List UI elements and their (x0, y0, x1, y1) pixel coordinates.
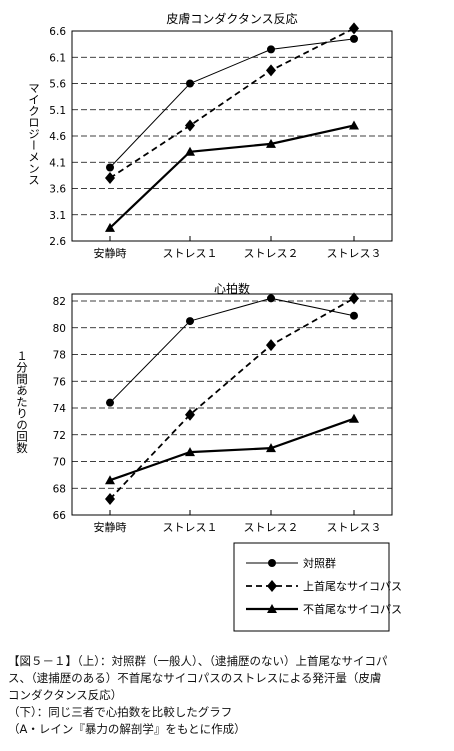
series-line-2 (109, 27, 355, 179)
y-tick-label: 6.1 (49, 52, 66, 64)
x-tick-label: ストレス２ (244, 521, 299, 534)
y-tick-label: 82 (53, 296, 66, 308)
y-tick-label: 68 (53, 483, 66, 495)
data-point-triangle (349, 120, 359, 130)
y-tick-label: 70 (53, 457, 66, 469)
x-tick-label: 安静時 (94, 520, 127, 534)
x-tick-label: ストレス３ (327, 521, 382, 534)
data-point-triangle (105, 222, 115, 232)
y-tick-label: 3.1 (49, 210, 66, 222)
series-line-3 (109, 124, 355, 229)
y-tick-label: 66 (53, 510, 67, 522)
y-tick-label: 76 (53, 376, 67, 388)
data-point-diamond (349, 22, 359, 35)
data-point-diamond (185, 408, 195, 421)
data-point-circle (186, 317, 194, 326)
data-point-diamond (105, 492, 115, 505)
y-tick-label: 5.6 (49, 79, 66, 91)
skin-conductance-chart: 皮膚コンダクタンス反応 マイクロジーメンス 6.6 6.1 5.6 5.1 4.6 4.1… (27, 11, 393, 260)
x-tick-label: ストレス２ (244, 247, 299, 260)
data-point-diamond (185, 119, 195, 132)
y-tick-label: 6.6 (49, 26, 66, 38)
legend-label-3: 不首尾なサイコパス (303, 602, 402, 616)
data-point-circle (267, 45, 275, 54)
y-tick-label: 80 (53, 323, 66, 335)
caption-line-1: 【図５－１】（上）：対照群（一般人）、（逮捕歴のない）上首尾なサイコパ (8, 654, 388, 668)
plot-frame (71, 293, 393, 516)
data-point-triangle (349, 413, 359, 423)
data-point-diamond (105, 172, 115, 184)
data-point-diamond (266, 339, 276, 352)
caption-line-3: コンダクタンス反応） (8, 688, 123, 702)
y-tick-label: 3.6 (49, 184, 66, 196)
data-point-circle (186, 79, 194, 88)
legend-marker-diamond (267, 580, 277, 592)
series-line-3 (109, 417, 355, 482)
data-point-circle (350, 34, 358, 43)
data-point-diamond (349, 292, 359, 305)
caption-line-4: （下）：同じ三者で心拍数を比較したグラフ (8, 705, 233, 719)
y-axis-label: マイクロジーメンス (27, 82, 41, 186)
data-point-triangle (266, 443, 276, 453)
y-tick-label: 2.6 (49, 236, 66, 248)
chart-title: 心拍数 (214, 281, 250, 296)
y-tick-label: 72 (53, 430, 66, 442)
y-tick-label: 5.1 (49, 105, 66, 117)
figure-caption: 【図５－１】（上）：対照群（一般人）、（逮捕歴のない）上首尾なサイコパ ス、（逮… (8, 653, 448, 738)
y-tick-label: 4.6 (49, 131, 66, 143)
x-tick-label: ストレス１ (163, 521, 218, 534)
x-tick-label: 安静時 (94, 246, 127, 260)
data-point-triangle (185, 146, 195, 156)
data-point-circle (106, 398, 114, 407)
data-point-triangle (185, 447, 195, 457)
series-line-2 (109, 297, 355, 500)
data-point-triangle (266, 138, 276, 148)
x-tick-label: ストレス１ (163, 247, 218, 260)
data-point-diamond (266, 64, 276, 77)
legend-label-1: 対照群 (303, 556, 336, 570)
series-line-1 (109, 38, 355, 168)
legend-box (233, 542, 390, 632)
y-tick-label: 4.1 (49, 157, 66, 169)
data-point-triangle (105, 475, 115, 485)
data-point-circle (267, 294, 275, 303)
legend-label-2: 上首尾なサイコパス (303, 579, 402, 593)
y-tick-label: 78 (53, 350, 66, 362)
heart-rate-chart: 心拍数 １分間あたりの回数 82 80 78 76 74 72 70 68 66 安静時 ストレス１… (15, 281, 393, 534)
legend-marker-circle (268, 559, 276, 567)
chart-title: 皮膚コンダクタンス反応 (166, 11, 297, 26)
caption-line-2: ス、（逮捕歴のある）不首尾なサイコパスのストレスによる発汗量（皮膚 (8, 671, 382, 685)
y-tick-label: 74 (53, 403, 67, 415)
legend-marker-triangle (267, 604, 277, 613)
series-line-1 (109, 297, 355, 404)
x-tick-label: ストレス３ (327, 247, 382, 260)
data-point-circle (106, 163, 114, 172)
data-point-circle (350, 311, 358, 320)
caption-line-5: （A・レイン『暴力の解剖学』をもとに作成） (8, 722, 246, 736)
y-axis-label: １分間あたりの回数 (15, 350, 29, 454)
